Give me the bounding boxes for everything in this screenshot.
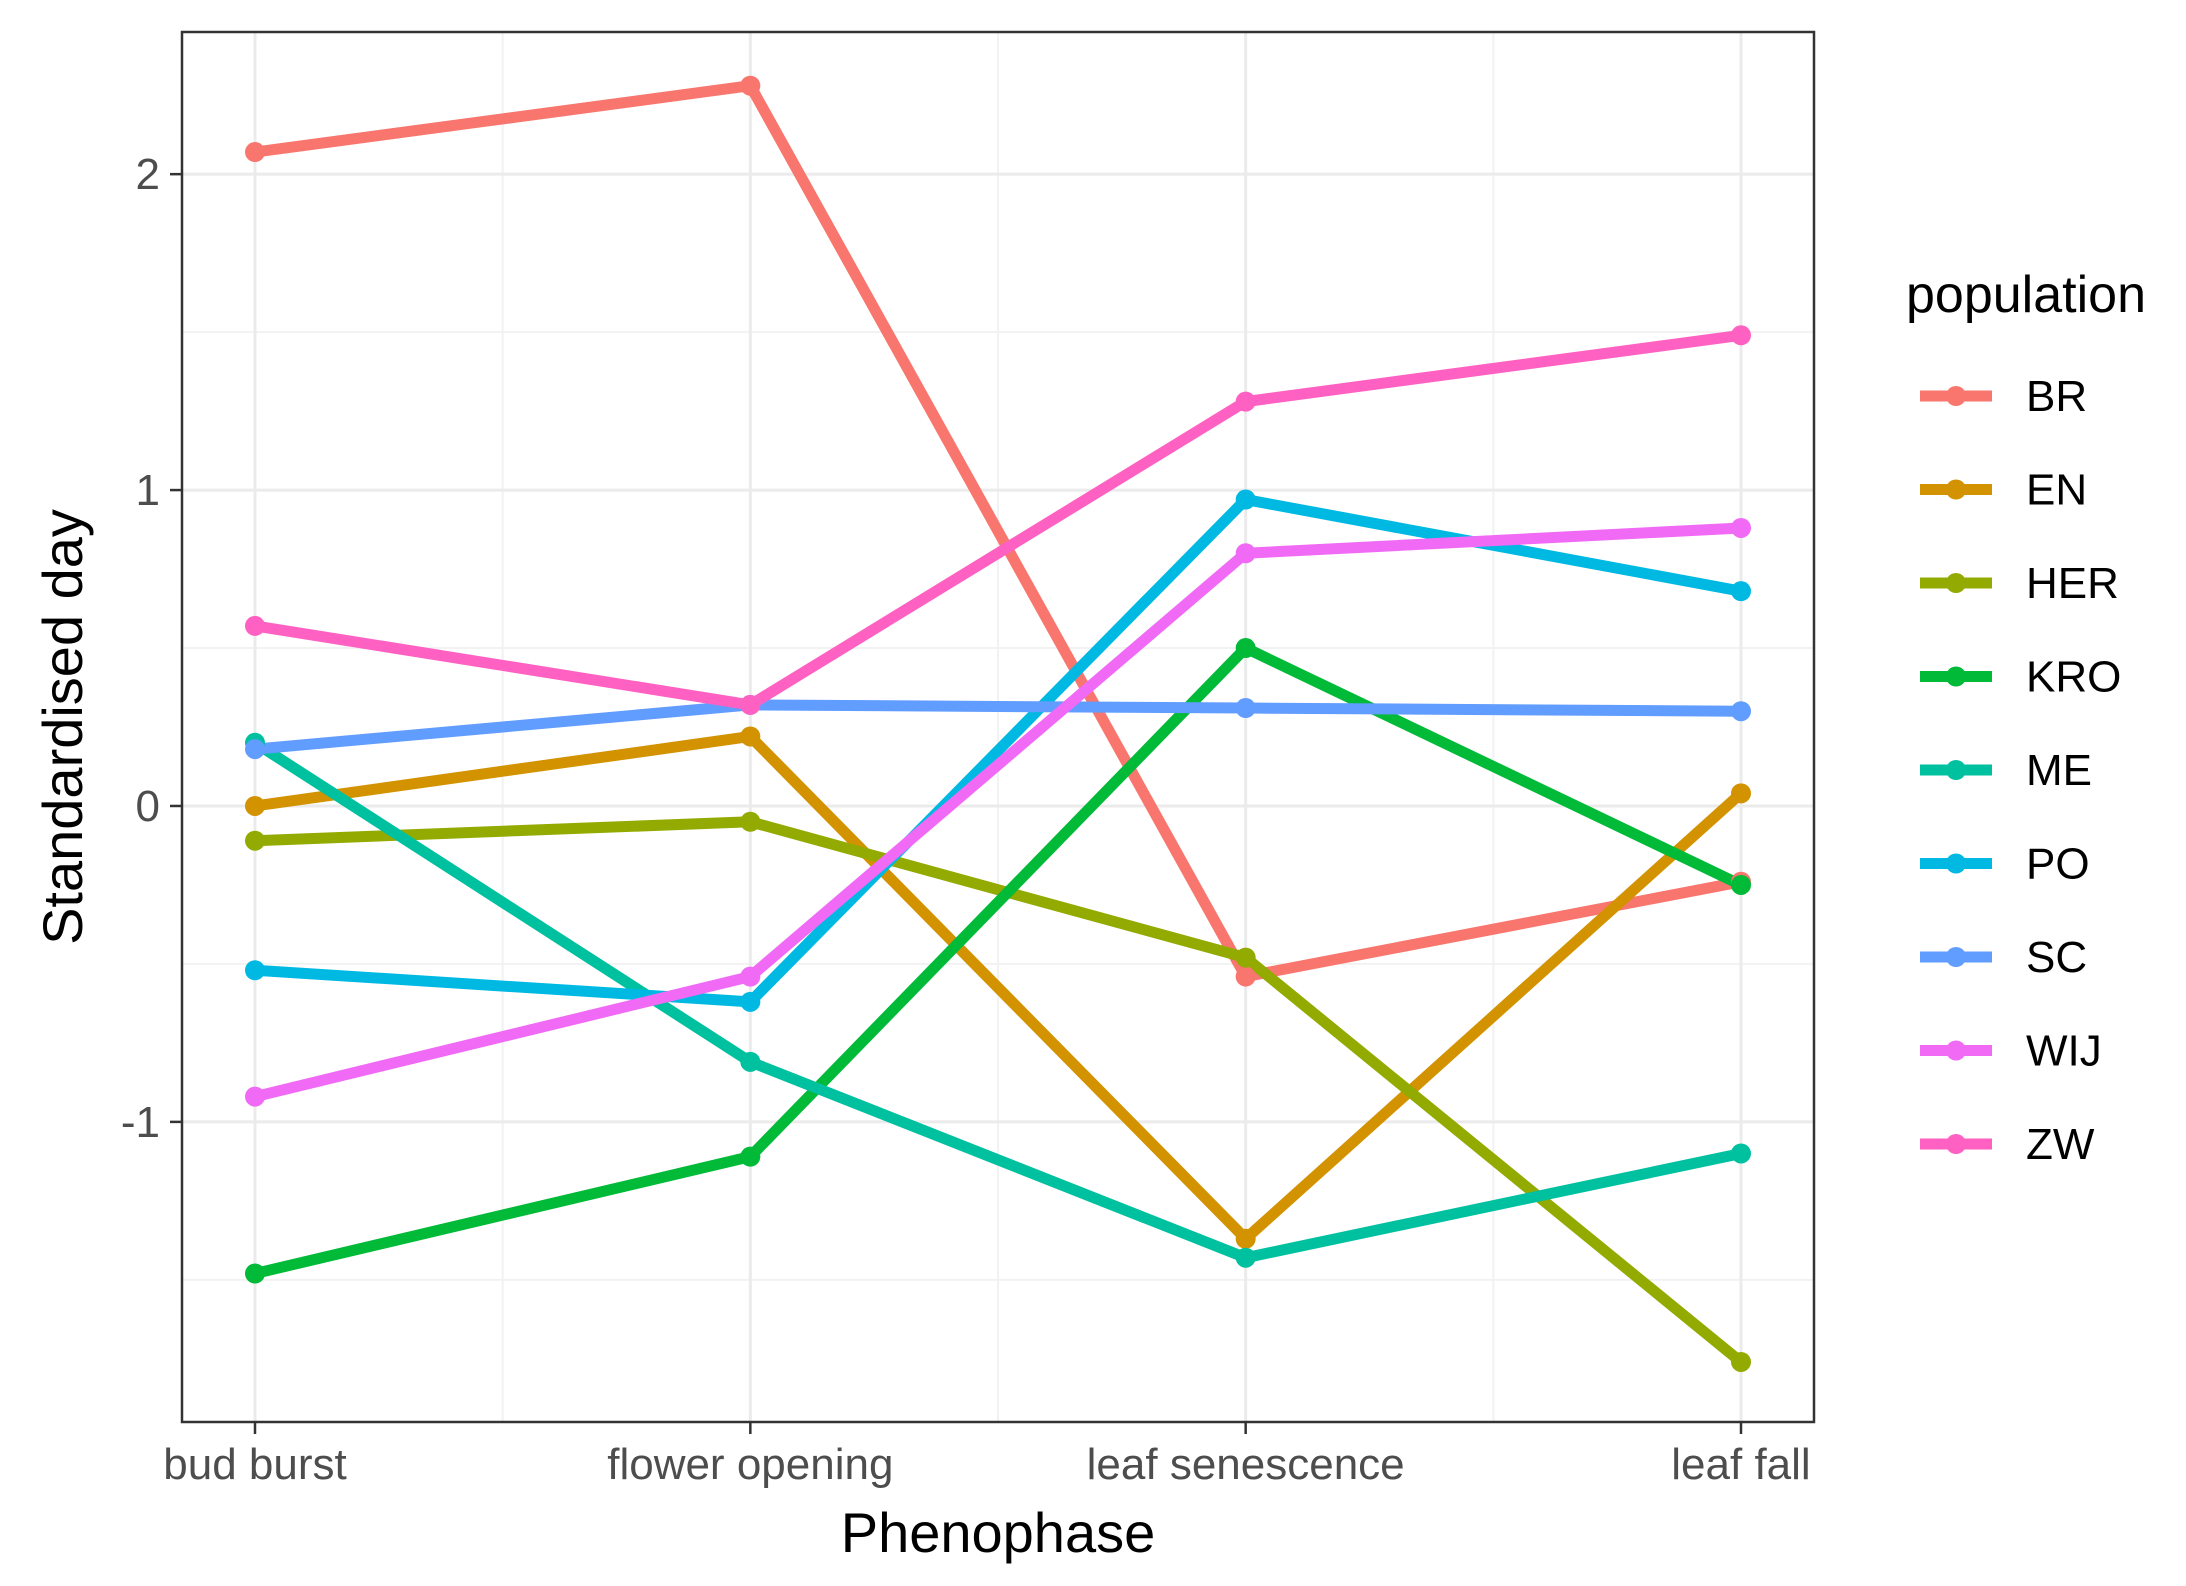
data-point-en <box>1731 783 1751 804</box>
data-point-sc <box>1235 698 1256 719</box>
x-axis: bud burst flower opening leaf senescence le… <box>163 1422 1811 1489</box>
data-point-po <box>245 960 265 981</box>
data-point-en <box>740 726 761 747</box>
grid-minor <box>182 32 1814 1422</box>
data-point-sc <box>245 739 265 760</box>
legend-item-sc: SC <box>1920 933 2087 982</box>
legend-item-po: PO <box>1920 840 2090 889</box>
data-point-her <box>245 830 265 851</box>
plot-panel-border <box>180 30 1816 1424</box>
legend-label: EN <box>2026 466 2087 515</box>
legend-item-wij: WIJ <box>1920 1027 2102 1076</box>
legend-label: ME <box>2026 746 2092 795</box>
legend-key-point <box>1946 760 1966 780</box>
legend-key-point <box>1946 853 1966 874</box>
legend-item-br: BR <box>1920 372 2087 421</box>
legend-label: ZW <box>2026 1120 2095 1169</box>
legend-label: KRO <box>2026 653 2121 702</box>
legend-label: WIJ <box>2026 1027 2102 1076</box>
data-point-sc <box>1731 701 1751 722</box>
series-line-zw <box>254 329 1742 711</box>
series-line-en <box>254 730 1745 1245</box>
legend-item-en: EN <box>1920 466 2087 515</box>
data-point-kro <box>1235 638 1256 659</box>
data-point-kro <box>1731 874 1751 895</box>
series-lines <box>252 80 1745 1367</box>
data-point-zw <box>740 694 761 715</box>
x-axis-title: Phenophase <box>841 1501 1156 1564</box>
legend-item-me: ME <box>1920 746 2092 795</box>
series-line-her <box>254 816 1745 1367</box>
legend-label: BR <box>2026 372 2087 421</box>
data-point-kro <box>245 1263 265 1284</box>
grid-major <box>182 32 1814 1422</box>
data-point-wij <box>740 966 761 987</box>
data-point-zw <box>1235 391 1256 412</box>
data-point-br <box>1235 966 1256 987</box>
series-line-br <box>254 80 1743 983</box>
data-point-zw <box>245 615 265 636</box>
data-point-wij <box>1235 543 1256 564</box>
data-point-wij <box>1731 517 1751 538</box>
data-point-po <box>1731 581 1751 602</box>
x-tick-label: leaf senescence <box>1087 1440 1405 1489</box>
data-point-me <box>1235 1247 1256 1268</box>
series-line-sc <box>254 699 1742 755</box>
data-point-po <box>740 991 761 1012</box>
legend-key-point <box>1946 666 1966 687</box>
legend-key-point <box>1946 1040 1966 1061</box>
data-point-en <box>245 795 265 816</box>
y-tick-label: 0 <box>136 782 160 831</box>
data-point-en <box>1235 1228 1256 1249</box>
legend-key-point <box>1946 386 1966 406</box>
legend-item-kro: KRO <box>1920 653 2121 702</box>
series-line-kro <box>253 642 1744 1279</box>
data-point-kro <box>740 1146 761 1167</box>
x-tick-label: flower opening <box>607 1440 893 1489</box>
legend-label: HER <box>2026 559 2119 608</box>
data-point-her <box>1731 1351 1751 1372</box>
x-tick-label: leaf fall <box>1671 1440 1810 1489</box>
y-axis: -1 0 1 2 <box>121 150 182 1147</box>
legend: population BR EN HER KRO ME PO SC WIJ ZW <box>1906 266 2146 1169</box>
legend-key-point <box>1946 479 1966 500</box>
y-tick-label: 1 <box>136 466 160 515</box>
data-point-br <box>740 75 761 96</box>
legend-key-point <box>1946 573 1966 593</box>
data-point-me <box>1731 1143 1751 1164</box>
x-tick-label: bud burst <box>163 1440 346 1489</box>
data-point-br <box>245 142 265 163</box>
legend-label: PO <box>2026 840 2090 889</box>
data-point-her <box>740 811 761 832</box>
y-tick-label: -1 <box>121 1098 160 1147</box>
data-point-po <box>1235 489 1256 510</box>
series-points <box>245 75 1751 1372</box>
y-axis-title: Standardised day <box>31 509 94 945</box>
data-point-zw <box>1731 325 1751 346</box>
legend-key-point <box>1946 1134 1966 1154</box>
y-tick-label: 2 <box>136 150 160 199</box>
data-point-wij <box>245 1086 265 1107</box>
legend-label: SC <box>2026 933 2087 982</box>
legend-item-her: HER <box>1920 559 2119 608</box>
series-line-me <box>252 738 1743 1264</box>
legend-item-zw: ZW <box>1920 1120 2095 1169</box>
series-line-wij <box>253 522 1742 1102</box>
legend-key-point <box>1946 947 1966 967</box>
data-point-her <box>1235 947 1256 968</box>
data-point-me <box>740 1051 761 1072</box>
legend-title: population <box>1906 266 2146 324</box>
